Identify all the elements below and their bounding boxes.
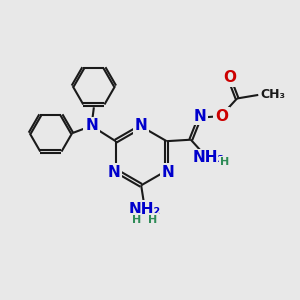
Text: NH₂: NH₂ (192, 150, 224, 165)
Text: N: N (193, 109, 206, 124)
Text: N: N (162, 165, 175, 180)
Text: CH₃: CH₃ (260, 88, 285, 101)
Text: O: O (215, 109, 228, 124)
Text: O: O (223, 70, 236, 86)
Text: H: H (148, 215, 158, 225)
Text: N: N (85, 118, 98, 134)
Text: H: H (220, 158, 229, 167)
Text: N: N (108, 165, 121, 180)
Text: H: H (132, 215, 141, 225)
Text: N: N (135, 118, 148, 134)
Text: NH₂: NH₂ (129, 202, 161, 217)
